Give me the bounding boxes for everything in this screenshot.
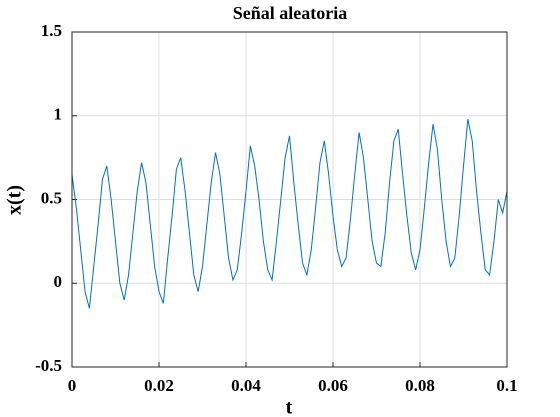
x-tick-label: 0.04 — [231, 376, 261, 395]
x-tick-label: 0.1 — [496, 376, 517, 395]
x-axis-label: t — [286, 397, 293, 417]
y-tick-label: 0.5 — [41, 188, 62, 207]
y-axis-label: x(t) — [4, 185, 26, 215]
y-tick-label: -0.5 — [35, 356, 62, 375]
chart-title: Señal aleatoria — [233, 3, 348, 23]
y-tick-label: 1.5 — [41, 21, 62, 40]
y-tick-label: 0 — [54, 272, 63, 291]
x-tick-label: 0 — [68, 376, 77, 395]
x-tick-label: 0.08 — [405, 376, 435, 395]
x-tick-label: 0.02 — [144, 376, 174, 395]
y-tick-label: 1 — [54, 105, 63, 124]
data-line — [71, 119, 508, 309]
x-tick-label: 0.06 — [318, 376, 348, 395]
axes-box — [71, 31, 508, 368]
